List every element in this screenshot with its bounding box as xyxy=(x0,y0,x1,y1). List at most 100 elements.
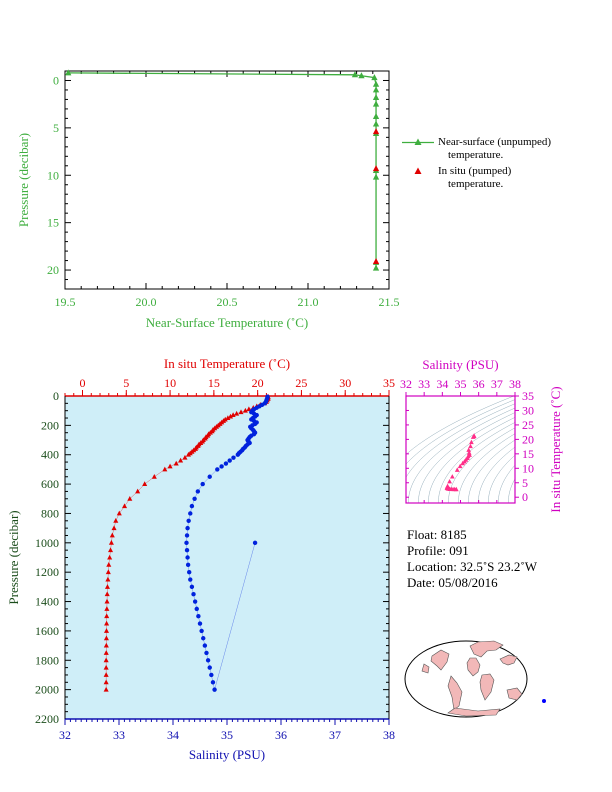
salinity-point xyxy=(207,474,212,479)
salinity-point xyxy=(186,518,191,523)
salinity-point xyxy=(252,540,258,546)
map-land xyxy=(421,663,430,674)
temperature-point xyxy=(103,672,109,677)
salinity-point xyxy=(184,547,190,553)
near-surface-temperature-chart: 0 5 10 15 20 19.5 20.0 20.5 21.0 21.5 Near-Surface… xyxy=(16,69,400,330)
temperature-tick-label: 5 xyxy=(123,376,129,390)
ts-y-tick-label: 5 xyxy=(522,476,528,490)
ts-point xyxy=(469,439,474,445)
salinity-point xyxy=(192,599,198,604)
temperature-point xyxy=(104,606,110,611)
legend-item-unpumped: Near-surface (unpumped) temperature. xyxy=(402,136,551,162)
x-tick-label: 20.5 xyxy=(217,295,238,309)
ts-x-axis-title: Salinity (PSU) xyxy=(422,357,498,372)
float-id: Float: 8185 xyxy=(407,527,467,542)
temperature-point xyxy=(104,598,110,604)
salinity-point xyxy=(192,496,197,501)
y-axis-title: Pressure (decibar) xyxy=(16,133,31,227)
salinity-point xyxy=(189,584,195,590)
temperature-point xyxy=(103,635,109,641)
salinity-point xyxy=(235,452,240,457)
temperature-point xyxy=(104,591,110,597)
unpumped-temperature-point xyxy=(372,94,380,100)
y-tick-label: 2200 xyxy=(35,712,59,726)
temperature-point xyxy=(225,415,231,420)
salinity-point xyxy=(195,489,201,494)
y-tick-label: 1800 xyxy=(35,653,59,667)
unpumped-temperature-point xyxy=(358,72,365,79)
unpumped-temperature-point xyxy=(351,71,359,78)
temperature-point xyxy=(173,460,179,466)
profile-chart: 0200400600800100012001400160018002000220… xyxy=(6,356,395,762)
salinity-point xyxy=(212,687,217,692)
y-tick-label: 600 xyxy=(41,477,59,491)
ts-y-axis-title: In situ Temperature (˚C) xyxy=(548,386,563,512)
temperature-point xyxy=(151,473,157,479)
salinity-point xyxy=(196,614,201,619)
salinity-point xyxy=(187,569,192,575)
ts-y-tick-label: 20 xyxy=(522,432,534,446)
salinity-tick-label: 33 xyxy=(113,728,125,742)
pumped-temperature-point xyxy=(372,165,380,172)
x-tick-label: 19.5 xyxy=(55,295,76,309)
ts-y-tick-label: 35 xyxy=(522,389,534,403)
temperature-point xyxy=(103,628,110,633)
temperature-point xyxy=(104,620,110,626)
ts-y-tick-label: 15 xyxy=(522,447,534,461)
temperature-tick-label: 25 xyxy=(295,376,307,390)
salinity-point xyxy=(185,562,191,568)
temperature-point xyxy=(105,569,111,575)
temperature-point xyxy=(108,540,114,545)
map-land xyxy=(447,707,501,717)
temperature-point xyxy=(230,412,236,418)
temperature-tick-label: 0 xyxy=(80,376,86,390)
salinity-point xyxy=(185,555,190,560)
temperature-point xyxy=(246,406,252,412)
temperature-point xyxy=(103,650,109,655)
temperature-point xyxy=(103,657,109,663)
unpumped-temperature-point xyxy=(371,74,378,81)
temperature-point xyxy=(167,463,173,469)
plot-background xyxy=(65,396,389,719)
temperature-point xyxy=(106,562,112,567)
salinity-point xyxy=(201,636,206,641)
density-contour xyxy=(448,427,515,503)
temperature-tick-label: 20 xyxy=(252,376,264,390)
salinity-point xyxy=(188,577,193,582)
density-contour xyxy=(488,454,515,503)
salinity-point xyxy=(202,643,208,648)
y-tick-label: 200 xyxy=(41,418,59,432)
map-outline xyxy=(404,640,528,718)
y-tick-label: 0 xyxy=(53,73,59,87)
map-land xyxy=(469,640,504,658)
salinity-point xyxy=(184,540,189,546)
temperature-point xyxy=(162,466,168,472)
temperature-tick-label: 30 xyxy=(339,376,351,390)
ts-point xyxy=(447,479,452,484)
legend-label-pumped: In situ (pumped) xyxy=(438,165,512,177)
legend-label-pumped-cont: temperature. xyxy=(448,178,504,190)
ts-point xyxy=(445,483,450,489)
temperature-point xyxy=(113,517,119,523)
density-contour xyxy=(468,439,515,503)
density-contour xyxy=(438,422,515,503)
y-tick-label: 1200 xyxy=(35,565,59,579)
temperature-point xyxy=(185,451,191,457)
x-axis-title: Near-Surface Temperature (˚C) xyxy=(146,315,308,330)
salinity-point xyxy=(231,455,236,460)
salinity-tick-label: 35 xyxy=(221,728,233,742)
ts-y-tick-label: 10 xyxy=(522,461,534,475)
temperature-tick-label: 35 xyxy=(383,376,395,390)
ts-x-tick-label: 33 xyxy=(418,377,430,391)
temperature-point xyxy=(109,532,115,538)
temperature-point xyxy=(182,454,188,460)
temperature-tick-label: 15 xyxy=(208,376,220,390)
temperature-point xyxy=(242,407,248,413)
legend-label-unpumped-cont: temperature. xyxy=(448,149,504,161)
temperature-point xyxy=(238,409,244,415)
map-land xyxy=(479,673,495,701)
float-location-marker xyxy=(542,699,546,703)
ts-y-tick-label: 25 xyxy=(522,418,534,432)
density-contours xyxy=(406,396,515,503)
